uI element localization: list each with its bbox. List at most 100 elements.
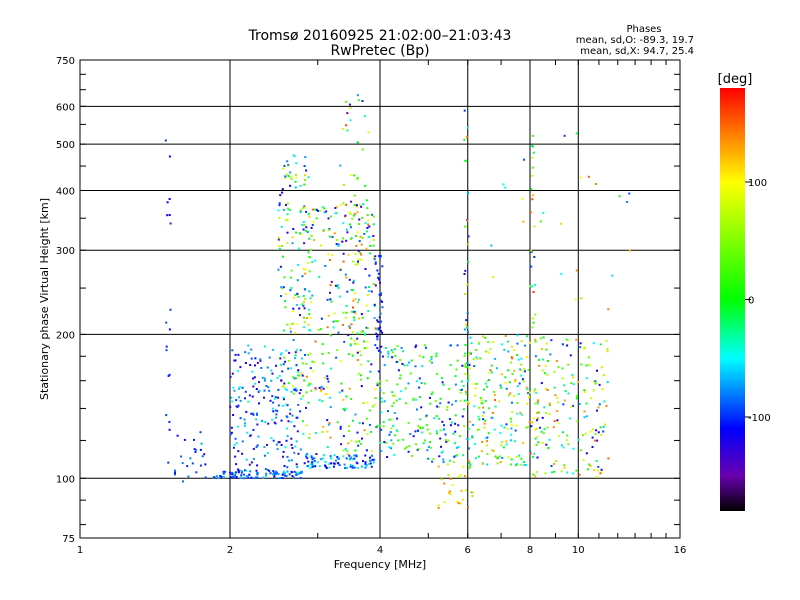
data-point xyxy=(353,316,355,319)
data-point xyxy=(483,422,486,425)
data-point xyxy=(395,399,398,402)
data-point xyxy=(599,343,602,346)
data-point xyxy=(562,403,565,406)
data-point xyxy=(371,450,374,453)
data-point xyxy=(464,225,467,228)
data-point xyxy=(349,226,352,229)
data-point xyxy=(492,449,495,452)
data-point xyxy=(349,344,352,347)
data-point xyxy=(546,426,549,429)
data-point xyxy=(314,465,317,468)
data-point xyxy=(532,321,535,324)
data-point xyxy=(477,342,480,345)
data-point xyxy=(305,375,308,378)
data-point xyxy=(265,474,268,477)
data-point xyxy=(365,199,368,202)
data-point xyxy=(365,247,368,250)
data-point xyxy=(456,344,459,347)
data-point xyxy=(234,474,237,477)
data-point xyxy=(292,228,295,230)
data-point xyxy=(351,289,354,291)
data-point xyxy=(489,369,492,372)
data-point xyxy=(200,442,203,445)
data-point xyxy=(374,284,377,287)
data-point xyxy=(366,294,369,296)
grid-lines xyxy=(80,60,680,538)
data-point xyxy=(279,194,282,197)
data-point xyxy=(514,378,517,381)
data-point xyxy=(471,491,474,494)
data-point xyxy=(536,402,539,405)
data-point xyxy=(354,312,357,315)
data-point xyxy=(417,448,420,451)
data-point xyxy=(256,444,259,447)
data-point xyxy=(566,471,569,474)
data-point xyxy=(341,389,344,392)
data-point xyxy=(463,355,466,357)
data-point xyxy=(507,350,510,353)
data-point xyxy=(392,425,395,427)
data-point xyxy=(518,454,521,457)
data-point xyxy=(320,388,323,391)
data-point xyxy=(224,470,227,473)
data-point xyxy=(267,422,270,425)
data-point xyxy=(491,411,494,414)
data-point xyxy=(392,402,395,404)
data-point xyxy=(628,192,631,195)
data-point xyxy=(522,220,525,223)
data-point xyxy=(361,148,364,151)
data-point xyxy=(350,323,353,326)
data-point xyxy=(303,206,306,209)
data-point xyxy=(532,455,535,458)
data-point xyxy=(590,397,593,400)
data-point xyxy=(297,263,300,266)
data-point xyxy=(245,469,248,472)
data-point xyxy=(244,362,247,364)
data-point xyxy=(237,353,240,356)
data-point xyxy=(384,347,387,349)
data-point xyxy=(300,472,303,474)
data-point xyxy=(328,466,331,469)
data-point xyxy=(532,151,535,154)
data-point xyxy=(512,395,515,397)
data-point xyxy=(572,447,575,450)
data-point xyxy=(309,352,312,355)
data-point xyxy=(263,379,266,382)
data-point xyxy=(464,269,467,272)
data-point xyxy=(473,365,476,368)
data-point xyxy=(250,461,253,464)
data-point xyxy=(313,457,316,460)
data-point xyxy=(360,385,363,388)
data-point xyxy=(534,402,536,405)
data-point xyxy=(373,215,375,218)
data-point xyxy=(344,273,347,276)
data-point xyxy=(563,464,566,467)
data-point xyxy=(482,335,485,338)
data-point xyxy=(388,433,391,436)
data-point xyxy=(304,272,307,275)
data-point xyxy=(281,473,284,476)
data-point xyxy=(562,446,565,449)
data-point xyxy=(348,278,351,281)
data-point xyxy=(594,380,597,383)
data-point xyxy=(478,406,481,409)
data-point xyxy=(339,267,342,270)
data-point xyxy=(174,471,176,474)
data-point xyxy=(165,349,168,352)
data-point xyxy=(442,458,445,461)
data-point xyxy=(275,413,278,416)
data-point xyxy=(409,433,412,435)
data-point xyxy=(291,322,294,325)
data-point xyxy=(348,387,351,390)
data-points xyxy=(164,94,631,509)
data-point xyxy=(301,303,304,306)
data-point xyxy=(546,373,549,376)
data-point xyxy=(294,186,297,189)
data-point xyxy=(467,243,469,246)
data-point xyxy=(403,364,406,367)
data-point xyxy=(252,447,255,450)
data-point xyxy=(376,425,378,428)
data-point xyxy=(516,412,519,415)
data-point xyxy=(359,443,362,445)
data-point xyxy=(254,357,257,360)
